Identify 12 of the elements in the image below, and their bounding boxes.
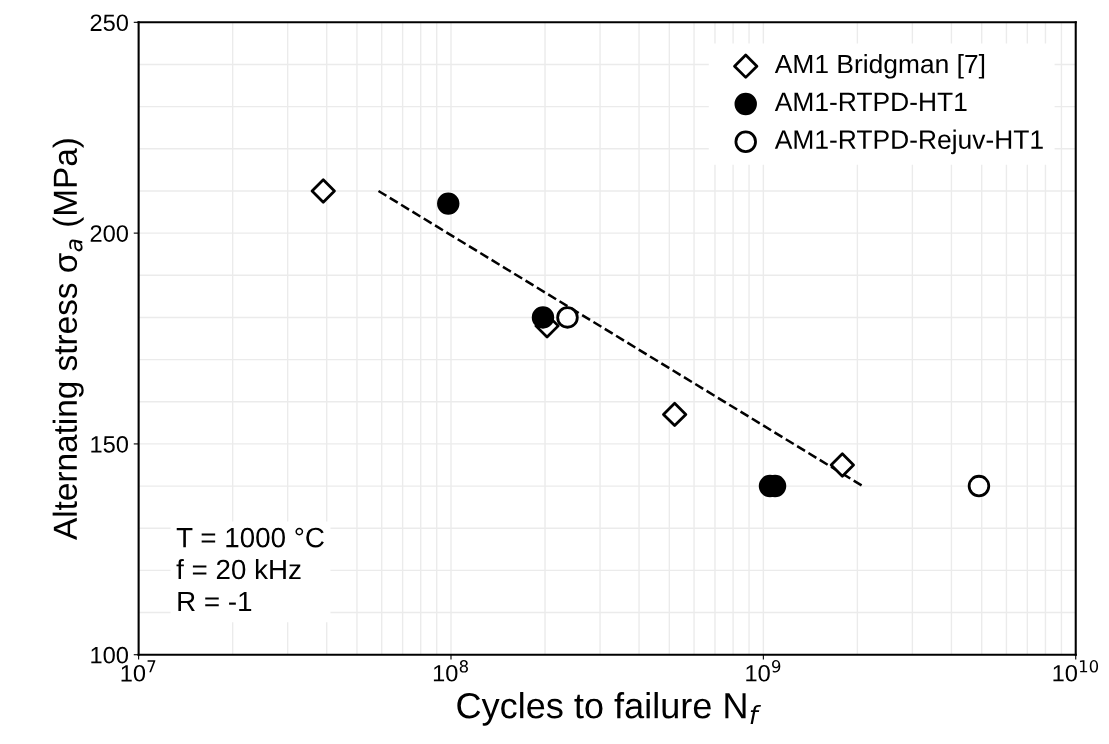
legend-label: AM1 Bridgman [7] (774, 53, 985, 79)
x-tick-label: 10$^{9}$ (746, 660, 781, 682)
y-axis-title: Alternating stress σ$_{a}$ (MPa) (52, 139, 84, 540)
x-tick-label: 10$^{10}$ (1053, 660, 1099, 682)
y-tick-label: 150 (91, 435, 128, 453)
annotation: T = 1000 °C f = 20 kHz R = -1 (176, 527, 324, 612)
y-tick-label: 200 (90, 225, 128, 242)
x-axis-title: Cycles to failure N$_{f}$ (457, 692, 761, 726)
x-tick-label: 10$^{8}$ (433, 660, 468, 682)
legend-label: AM1-RTPD-HT1 (774, 92, 967, 111)
y-tick-label: 250 (90, 14, 128, 32)
legend-label: AM1-RTPD-Rejuv-HT1 (774, 129, 1043, 155)
